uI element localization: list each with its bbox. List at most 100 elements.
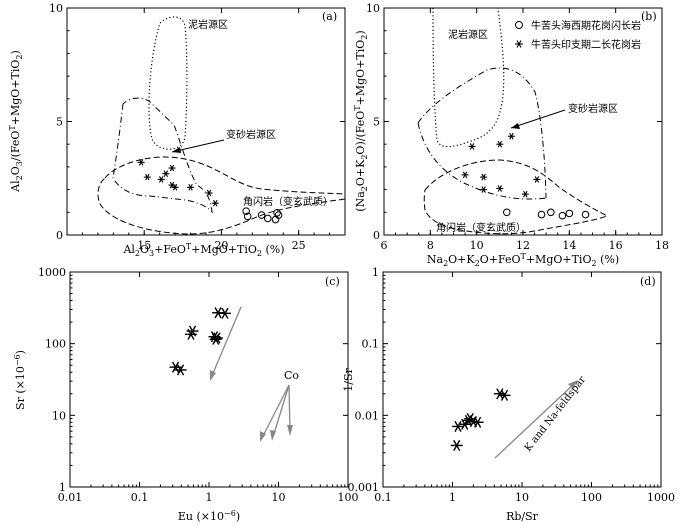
amphibolite-label-b: 角闪岩（变玄武质） xyxy=(436,221,526,234)
data-point-asterisk xyxy=(168,164,176,172)
data-point-circle xyxy=(242,207,250,215)
panel-b: 6 8 10 12 14 16 18 0 5 10 泥岩源区 变砂岩源区 角闪岩（变玄武质） (b… xyxy=(353,2,669,268)
data-point-asterisk xyxy=(480,173,488,181)
data-point-asterisk xyxy=(496,185,504,192)
pelite-field-b xyxy=(432,7,505,148)
x-tick-label: 0.1 xyxy=(131,491,149,504)
data-point-circle xyxy=(547,208,555,217)
legend-asterisk-icon xyxy=(515,40,523,48)
data-point-circle xyxy=(243,212,252,221)
data-point-asterisk xyxy=(461,171,469,179)
x-tick-label: 12 xyxy=(516,239,530,252)
x-tick-label: 0.1 xyxy=(374,491,392,504)
data-point-asterisk xyxy=(450,439,463,452)
data-point-asterisk xyxy=(219,307,232,319)
panel-b-label: (b) xyxy=(641,10,657,23)
y-tick-label: 0.1 xyxy=(362,338,380,351)
pelite-field-a xyxy=(148,16,188,150)
pelite-label-a: 泥岩源区 xyxy=(188,18,228,31)
x-tick-label: 15 xyxy=(137,239,151,252)
metagreywacke-label-a: 变砂岩源区 xyxy=(226,128,276,141)
y-tick-label: 1 xyxy=(59,481,66,494)
y-tick-label: 0 xyxy=(373,229,380,242)
x-tick-label: 10 xyxy=(272,491,286,504)
data-point-asterisk xyxy=(468,143,476,150)
data-point-circle xyxy=(274,211,283,219)
y-tick-label: 0 xyxy=(56,229,63,242)
x-tick-label: 1000 xyxy=(647,491,675,504)
x-tick-label: 1 xyxy=(206,491,213,504)
feldspar-annotation: K and Na-feldspar xyxy=(523,374,589,454)
x-tick-label: 6 xyxy=(381,239,388,252)
data-point-circle xyxy=(273,208,281,217)
y-tick-label: 100 xyxy=(45,338,66,351)
data-point-asterisk xyxy=(496,140,504,148)
panel-c-ylabel: Sr (×10−6) xyxy=(13,350,27,410)
data-point-asterisk xyxy=(210,332,223,344)
x-tick-label: 1 xyxy=(449,491,456,504)
data-point-asterisk xyxy=(533,176,541,183)
data-point-asterisk xyxy=(521,190,529,198)
data-point-asterisk xyxy=(171,184,179,191)
x-tick-label: 0.01 xyxy=(58,491,83,504)
x-tick-label: 100 xyxy=(338,491,359,504)
y-tick-label: 1000 xyxy=(38,266,66,279)
data-point-asterisk xyxy=(211,199,219,207)
y-tick-label: 10 xyxy=(52,409,66,422)
data-point-circle xyxy=(502,208,511,217)
x-tick-label: 20 xyxy=(214,239,228,252)
x-tick-label: 10 xyxy=(470,239,484,252)
feldspar-trend-arrowhead xyxy=(568,380,578,389)
co-trend-arrows xyxy=(210,306,291,439)
metagreywacke-arrow-a xyxy=(171,139,225,153)
data-point-asterisk xyxy=(507,132,515,140)
data-point-circle xyxy=(558,211,567,220)
data-point-asterisk xyxy=(498,389,511,401)
amphibolite-field-a xyxy=(97,156,346,235)
metagreywacke-field-a xyxy=(112,97,213,214)
data-point-asterisk xyxy=(174,364,187,376)
x-tick-label: 16 xyxy=(609,239,623,252)
x-tick-label: 8 xyxy=(427,239,434,252)
y-tick-label: 5 xyxy=(373,116,380,129)
data-point-asterisk xyxy=(157,176,165,183)
panel-c-label: (c) xyxy=(325,275,340,288)
legend-entry-hercynian: 牛苦头海西期花岗闪长岩 xyxy=(531,19,641,32)
x-tick-label: 10 xyxy=(515,491,529,504)
panel-a-label: (a) xyxy=(322,10,337,23)
feldspar-trend-arrow xyxy=(494,383,575,459)
panel-b-ylabel: (Na2O+K2O)/(FeOT+MgO+TiO2) xyxy=(353,30,369,211)
x-tick-label: 25 xyxy=(292,239,306,252)
data-point-asterisk xyxy=(162,170,170,178)
panel-c-xlabel: Eu (×10−6) xyxy=(178,509,240,523)
panel-d-ylabel: 1/Sr xyxy=(342,368,355,392)
data-point-circle xyxy=(565,209,574,218)
data-point-circle xyxy=(537,210,546,219)
data-point-circle xyxy=(271,215,280,224)
amphibolite-label-a: 角闪岩（变玄武质） xyxy=(243,195,333,208)
metagreywacke-arrowhead-b xyxy=(511,123,520,129)
co-annotation: Co xyxy=(284,369,299,382)
data-point-asterisk xyxy=(187,184,195,191)
x-tick-label: 100 xyxy=(581,491,602,504)
panel-c: 0.01 0.1 1 10 100 1 10 100 1000 (c) Co Eu (×10−6… xyxy=(13,266,359,523)
panel-d-xlabel: Rb/Sr xyxy=(506,510,539,523)
panel-d-label: (d) xyxy=(640,275,656,288)
data-point-circle xyxy=(581,210,590,219)
panel-a: 15 20 25 0 5 10 泥岩源区 变砂岩源区 角闪岩（变玄武质） (a) Al2O… xyxy=(8,2,346,258)
amphibolite-field-b xyxy=(423,159,609,235)
metagreywacke-label-b: 变砂岩源区 xyxy=(568,102,618,115)
data-point-asterisk xyxy=(186,325,199,337)
data-point-circle xyxy=(263,214,272,223)
legend-entry-indosinian: 牛苦头印支期二长花岗岩 xyxy=(531,38,641,51)
metagreywacke-arrow-b xyxy=(510,109,566,129)
pelite-label-b: 泥岩源区 xyxy=(448,28,488,41)
co-trend-arrowheads xyxy=(210,370,293,442)
metagreywacke-field-b xyxy=(417,67,547,200)
data-point-asterisk xyxy=(137,159,145,166)
data-point-asterisk xyxy=(205,189,213,197)
panel-b-xlabel: Na2O+K2O+FeOT+MgO+TiO2 (%) xyxy=(427,252,619,268)
y-tick-label: 1 xyxy=(372,266,379,279)
y-tick-label: 0.01 xyxy=(355,409,380,422)
